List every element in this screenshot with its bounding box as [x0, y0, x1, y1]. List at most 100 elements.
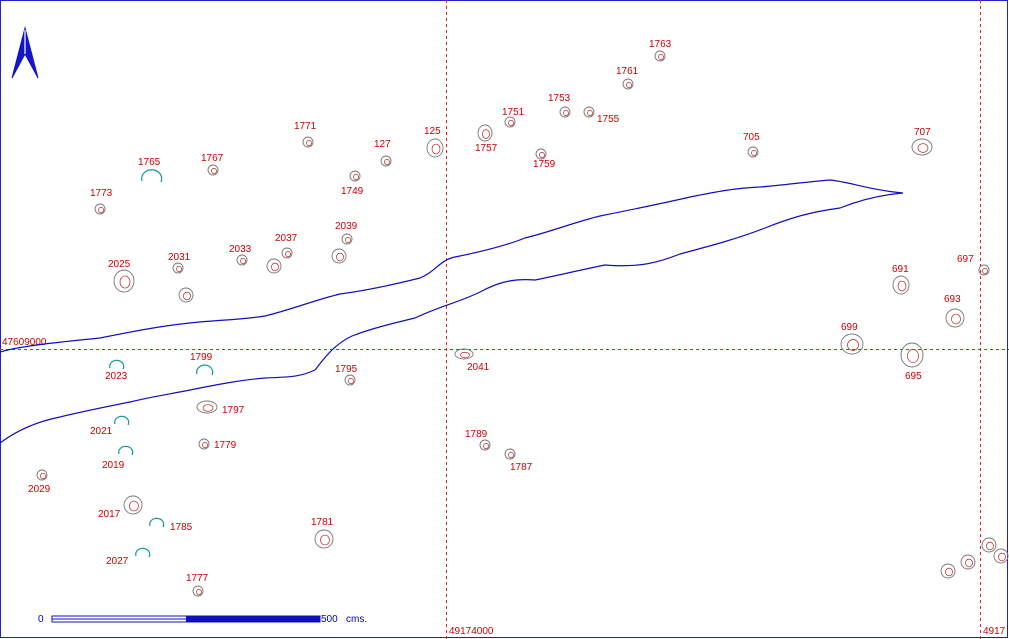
feature-unlabeled-21[interactable]	[266, 258, 282, 274]
feature-695[interactable]: 695	[900, 342, 924, 382]
feature-unlabeled-46[interactable]	[960, 554, 976, 570]
feature-2029[interactable]: 2029	[28, 469, 51, 495]
feature-1755[interactable]: 1755	[583, 106, 620, 125]
feature-outline	[504, 448, 516, 460]
feature-707[interactable]: 707	[911, 127, 933, 156]
feature-2041[interactable]: 2041	[454, 348, 490, 373]
feature-1771[interactable]: 1771	[294, 121, 317, 148]
feature-outline	[149, 517, 165, 528]
northing-label: 47609000	[2, 337, 47, 348]
feature-outline	[281, 247, 293, 259]
feature-1751[interactable]: 1751	[502, 107, 525, 128]
feature-inner-outline	[965, 558, 973, 568]
feature-2019[interactable]: 2019	[102, 445, 134, 471]
scale-bar: 0 500 cms.	[38, 614, 367, 625]
feature-1787[interactable]: 1787	[504, 448, 533, 473]
feature-inner-outline	[211, 167, 217, 175]
feature-2037[interactable]: 2037	[275, 233, 298, 259]
feature-unlabeled-47[interactable]	[981, 537, 997, 553]
feature-outline	[135, 547, 151, 558]
feature-2039[interactable]: 2039	[335, 221, 358, 245]
feature-697[interactable]: 697	[957, 254, 990, 276]
feature-1763[interactable]: 1763	[649, 39, 672, 62]
feature-inner-outline	[320, 534, 330, 546]
feature-1797[interactable]: 1797	[196, 400, 245, 416]
feature-outline	[940, 563, 956, 579]
feature-label: 1781	[311, 517, 334, 528]
feature-outline	[747, 146, 759, 158]
feature-outline	[94, 203, 106, 215]
feature-2033[interactable]: 2033	[229, 244, 252, 266]
feature-1779[interactable]: 1779	[198, 438, 237, 451]
feature-inner-outline	[847, 339, 859, 351]
feature-1759[interactable]: 1759	[533, 148, 556, 170]
feature-1789[interactable]: 1789	[465, 429, 491, 451]
feature-outline	[583, 106, 595, 118]
feature-2027[interactable]: 2027	[106, 547, 151, 567]
feature-outline	[198, 438, 210, 450]
feature-1765[interactable]: 1765	[138, 157, 163, 183]
feature-1781[interactable]: 1781	[311, 517, 334, 549]
feature-1757[interactable]: 1757	[475, 124, 498, 154]
feature-inner-outline	[196, 588, 202, 596]
feature-label: 2029	[28, 484, 51, 495]
feature-label: 2025	[108, 259, 131, 270]
feature-inner-outline	[98, 206, 104, 214]
feature-outline	[109, 359, 125, 370]
feature-outline	[341, 233, 353, 245]
feature-1749[interactable]: 1749	[341, 170, 364, 197]
feature-2025[interactable]: 2025	[108, 259, 135, 293]
feature-691[interactable]: 691	[892, 264, 910, 295]
feature-outline	[236, 254, 248, 266]
feature-1761[interactable]: 1761	[616, 66, 639, 90]
feature-inner-outline	[129, 500, 139, 512]
feature-1785[interactable]: 1785	[149, 517, 193, 533]
feature-1767[interactable]: 1767	[201, 153, 224, 176]
feature-inner-outline	[897, 280, 907, 292]
scale-end-label: 500	[321, 614, 338, 625]
feature-1753[interactable]: 1753	[548, 93, 571, 118]
feature-outline	[141, 169, 163, 183]
feature-125[interactable]: 125	[424, 126, 444, 158]
feature-2021[interactable]: 2021	[90, 415, 130, 437]
feature-outline	[266, 258, 282, 274]
feature-unlabeled-23[interactable]	[331, 248, 347, 264]
feature-outline	[900, 342, 924, 368]
feature-label: 2021	[90, 426, 113, 437]
feature-inner-outline	[271, 262, 279, 272]
feature-label: 1753	[548, 93, 571, 104]
feature-label: 2027	[106, 556, 129, 567]
feature-1795[interactable]: 1795	[335, 364, 358, 386]
feature-1777[interactable]: 1777	[186, 573, 209, 597]
feature-outline	[981, 537, 997, 553]
feature-2023[interactable]: 2023	[105, 359, 128, 382]
feature-2017[interactable]: 2017	[98, 495, 143, 520]
feature-1799[interactable]: 1799	[190, 352, 214, 376]
feature-label: 2037	[275, 233, 298, 244]
feature-unlabeled-18[interactable]	[178, 287, 194, 303]
feature-inner-outline	[202, 404, 214, 412]
feature-outline	[535, 148, 547, 160]
feature-label: 705	[743, 132, 760, 143]
feature-outline	[945, 308, 965, 328]
feature-unlabeled-48[interactable]	[993, 548, 1009, 564]
feature-705[interactable]: 705	[743, 132, 760, 158]
feature-label: 1757	[475, 143, 498, 154]
feature-outline	[892, 275, 910, 295]
feature-1773[interactable]: 1773	[90, 188, 113, 215]
easting-label: 49174000	[449, 626, 494, 637]
feature-127[interactable]: 127	[374, 139, 392, 167]
feature-outline	[477, 124, 493, 142]
feature-outline	[840, 333, 864, 355]
feature-outline	[344, 374, 356, 386]
feature-inner-outline	[306, 139, 312, 147]
feature-2031[interactable]: 2031	[168, 252, 191, 274]
feature-699[interactable]: 699	[840, 322, 864, 355]
feature-inner-outline	[348, 377, 354, 385]
feature-693[interactable]: 693	[944, 294, 965, 328]
feature-unlabeled-45[interactable]	[940, 563, 956, 579]
feature-inner-outline	[563, 109, 569, 117]
scale-unit-label: cms.	[346, 614, 367, 625]
scale-bar-fill	[186, 616, 320, 622]
